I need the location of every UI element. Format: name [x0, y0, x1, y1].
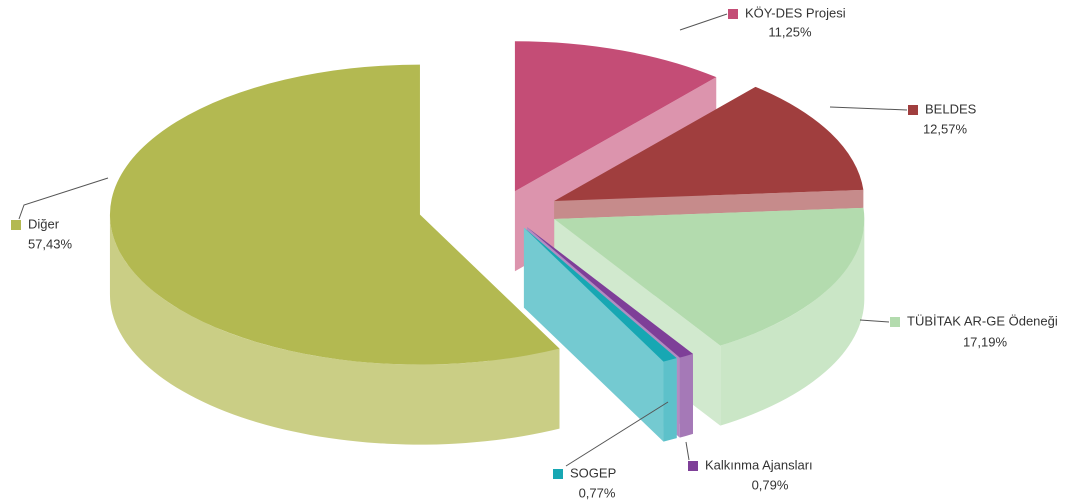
slice-label: SOGEP	[570, 465, 616, 480]
slice-wall	[679, 353, 693, 438]
slice-top	[514, 41, 717, 192]
slice-value-label: 17,19%	[963, 334, 1008, 349]
slice-value-label: 12,57%	[923, 121, 968, 136]
slice-value-label: 57,43%	[28, 236, 73, 251]
slice-label: Diğer	[28, 216, 60, 231]
legend-swatch	[11, 220, 21, 230]
leader-line	[565, 401, 669, 467]
slice-top	[109, 64, 560, 365]
legend-swatch	[553, 469, 563, 479]
slice-wall	[720, 218, 865, 426]
slice	[109, 64, 560, 445]
legend-swatch	[728, 9, 738, 19]
slice-label: TÜBİTAK AR-GE Ödeneği	[907, 313, 1058, 328]
slice-value-label: 0,79%	[752, 477, 789, 492]
legend-swatch	[688, 461, 698, 471]
slice-top	[523, 227, 677, 362]
leader-line	[859, 319, 890, 323]
leader-line	[679, 13, 728, 31]
slice-wall	[663, 358, 677, 442]
slice-side	[523, 227, 664, 442]
slice-top	[527, 227, 693, 358]
leader-line	[18, 177, 109, 220]
leader-line	[829, 106, 908, 111]
slice-top	[554, 86, 864, 201]
slice-label: KÖY-DES Projesi	[745, 5, 846, 20]
slice-value-label: 0,77%	[579, 485, 616, 500]
slice-label: Kalkınma Ajansları	[705, 457, 813, 472]
slice-top	[554, 207, 865, 346]
legend-swatch	[908, 105, 918, 115]
slice-value-label: 11,25%	[768, 24, 812, 39]
slice-wall	[109, 214, 560, 445]
slice	[523, 227, 677, 442]
leader-line	[685, 441, 690, 461]
slice-label: BELDES	[925, 101, 977, 116]
legend-swatch	[890, 317, 900, 327]
